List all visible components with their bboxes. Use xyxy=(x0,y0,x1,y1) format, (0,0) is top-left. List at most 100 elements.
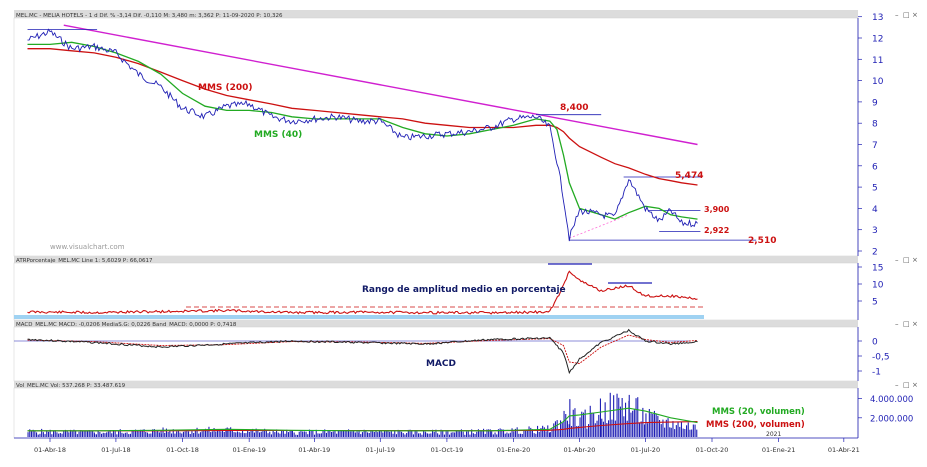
volume-bar xyxy=(289,430,291,437)
volume-bar xyxy=(569,399,571,437)
svg-text:×: × xyxy=(912,256,918,264)
volume-bar xyxy=(220,431,222,437)
volume-bar xyxy=(58,433,60,437)
volume-bar xyxy=(521,434,523,437)
volume-bar xyxy=(30,431,32,437)
volume-bar xyxy=(262,429,264,437)
volume-bar xyxy=(155,431,157,437)
volume-bar xyxy=(128,434,130,437)
volume-bar xyxy=(621,398,623,437)
volume-bar xyxy=(107,431,109,437)
volume-bar xyxy=(423,430,425,437)
volume-bar xyxy=(452,432,454,437)
volume-bar xyxy=(312,430,314,437)
volume-bar xyxy=(492,434,494,437)
svg-text:–: – xyxy=(895,320,899,328)
volume-bar xyxy=(324,429,326,437)
volume-bar xyxy=(613,395,615,437)
volume-bar xyxy=(259,432,261,437)
volume-bar xyxy=(124,432,126,437)
volume-bar xyxy=(73,429,75,437)
volume-bar xyxy=(75,430,77,437)
macd-panel: MACD_MEL.MC MACD: -0,0206 MediaS.G: 0,02… xyxy=(13,320,918,382)
volume-bar xyxy=(484,433,486,437)
svg-text:×: × xyxy=(912,11,918,19)
volume-bar xyxy=(548,432,550,437)
volume-header: Vol_MEL.MC Vol: 537.268 P: 33.487.619 xyxy=(16,383,126,389)
volume-bar xyxy=(692,424,694,437)
volume-bar xyxy=(628,394,630,437)
volume-bar xyxy=(152,429,154,437)
atr-title: Rango de amplitud medio en porcentaje xyxy=(362,285,566,295)
volume-bar xyxy=(160,430,162,437)
volume-bar xyxy=(504,433,506,437)
volume-bar xyxy=(228,428,230,437)
volume-bar xyxy=(361,432,363,437)
volume-bar xyxy=(538,431,540,437)
svg-text:□: □ xyxy=(903,320,910,328)
price-tick-label: 4 xyxy=(872,205,878,215)
volume-bar xyxy=(111,433,113,437)
volume-bar xyxy=(118,431,120,437)
volume-bar xyxy=(660,424,662,437)
svg-text:–: – xyxy=(895,381,899,389)
macd-panel-controls[interactable]: – □ × xyxy=(895,320,918,328)
volume-bar xyxy=(445,431,447,437)
volume-bar xyxy=(81,431,83,437)
volume-bar xyxy=(630,412,632,437)
volume-bar xyxy=(653,410,655,437)
volume-bar xyxy=(171,433,173,437)
volume-bar xyxy=(556,420,558,437)
volume-bar xyxy=(589,405,591,437)
volume-bar xyxy=(476,431,478,437)
volume-bar xyxy=(625,402,627,437)
volume-bar xyxy=(344,430,346,437)
volume-bar xyxy=(235,432,237,437)
volume-bar xyxy=(689,429,691,437)
volume-bar xyxy=(47,431,49,437)
volume-bar xyxy=(645,413,647,437)
volume-bar xyxy=(27,432,29,437)
volume-bar xyxy=(233,432,235,437)
volume-bar xyxy=(83,430,85,437)
volume-bar xyxy=(140,429,142,437)
volume-bar xyxy=(686,425,688,437)
volume-bar xyxy=(179,432,181,437)
atr-panel-controls[interactable]: – □ × xyxy=(895,256,918,264)
x-axis: 01-Abr-18 01-Jul-18 01-Oct-18 01-Ene-19 01-A… xyxy=(14,431,860,454)
volume-bar xyxy=(85,431,87,437)
volume-bar xyxy=(430,433,432,437)
volume-bar xyxy=(442,430,444,437)
volume-bar xyxy=(516,427,518,437)
panel-controls[interactable]: – □ × xyxy=(895,11,918,19)
volume-bar xyxy=(95,434,97,437)
volume-bar xyxy=(533,433,535,437)
volume-bar xyxy=(222,429,224,437)
level-label-2922: 2,922 xyxy=(704,226,729,235)
volume-bar xyxy=(331,432,333,437)
year-marker: 2021 xyxy=(766,431,781,438)
volume-bar xyxy=(375,431,377,437)
volume-bar xyxy=(637,397,639,437)
volume-bar xyxy=(56,432,58,437)
volume-bar xyxy=(609,392,611,437)
volume-bar xyxy=(307,434,309,437)
volume-bar xyxy=(682,428,684,437)
volume-panel-controls[interactable]: – □ × xyxy=(895,381,918,389)
volume-bar xyxy=(365,430,367,437)
volume-bar xyxy=(286,429,288,437)
volume-bar xyxy=(90,431,92,437)
volume-bar xyxy=(199,432,201,437)
volume-bar xyxy=(216,429,218,437)
volume-bar xyxy=(94,434,96,437)
x-tick-label: 01-Jul-20 xyxy=(631,446,660,454)
volume-bar xyxy=(176,431,178,437)
volume-bar xyxy=(42,432,44,437)
volume-bar xyxy=(196,427,198,437)
volume-bar xyxy=(64,429,66,437)
volume-bar xyxy=(101,433,103,437)
x-tick-label: 01-Ene-19 xyxy=(232,446,265,454)
x-tick-label: 01-Oct-20 xyxy=(696,446,729,454)
volume-bar xyxy=(325,432,327,437)
volume-bar xyxy=(63,431,65,437)
